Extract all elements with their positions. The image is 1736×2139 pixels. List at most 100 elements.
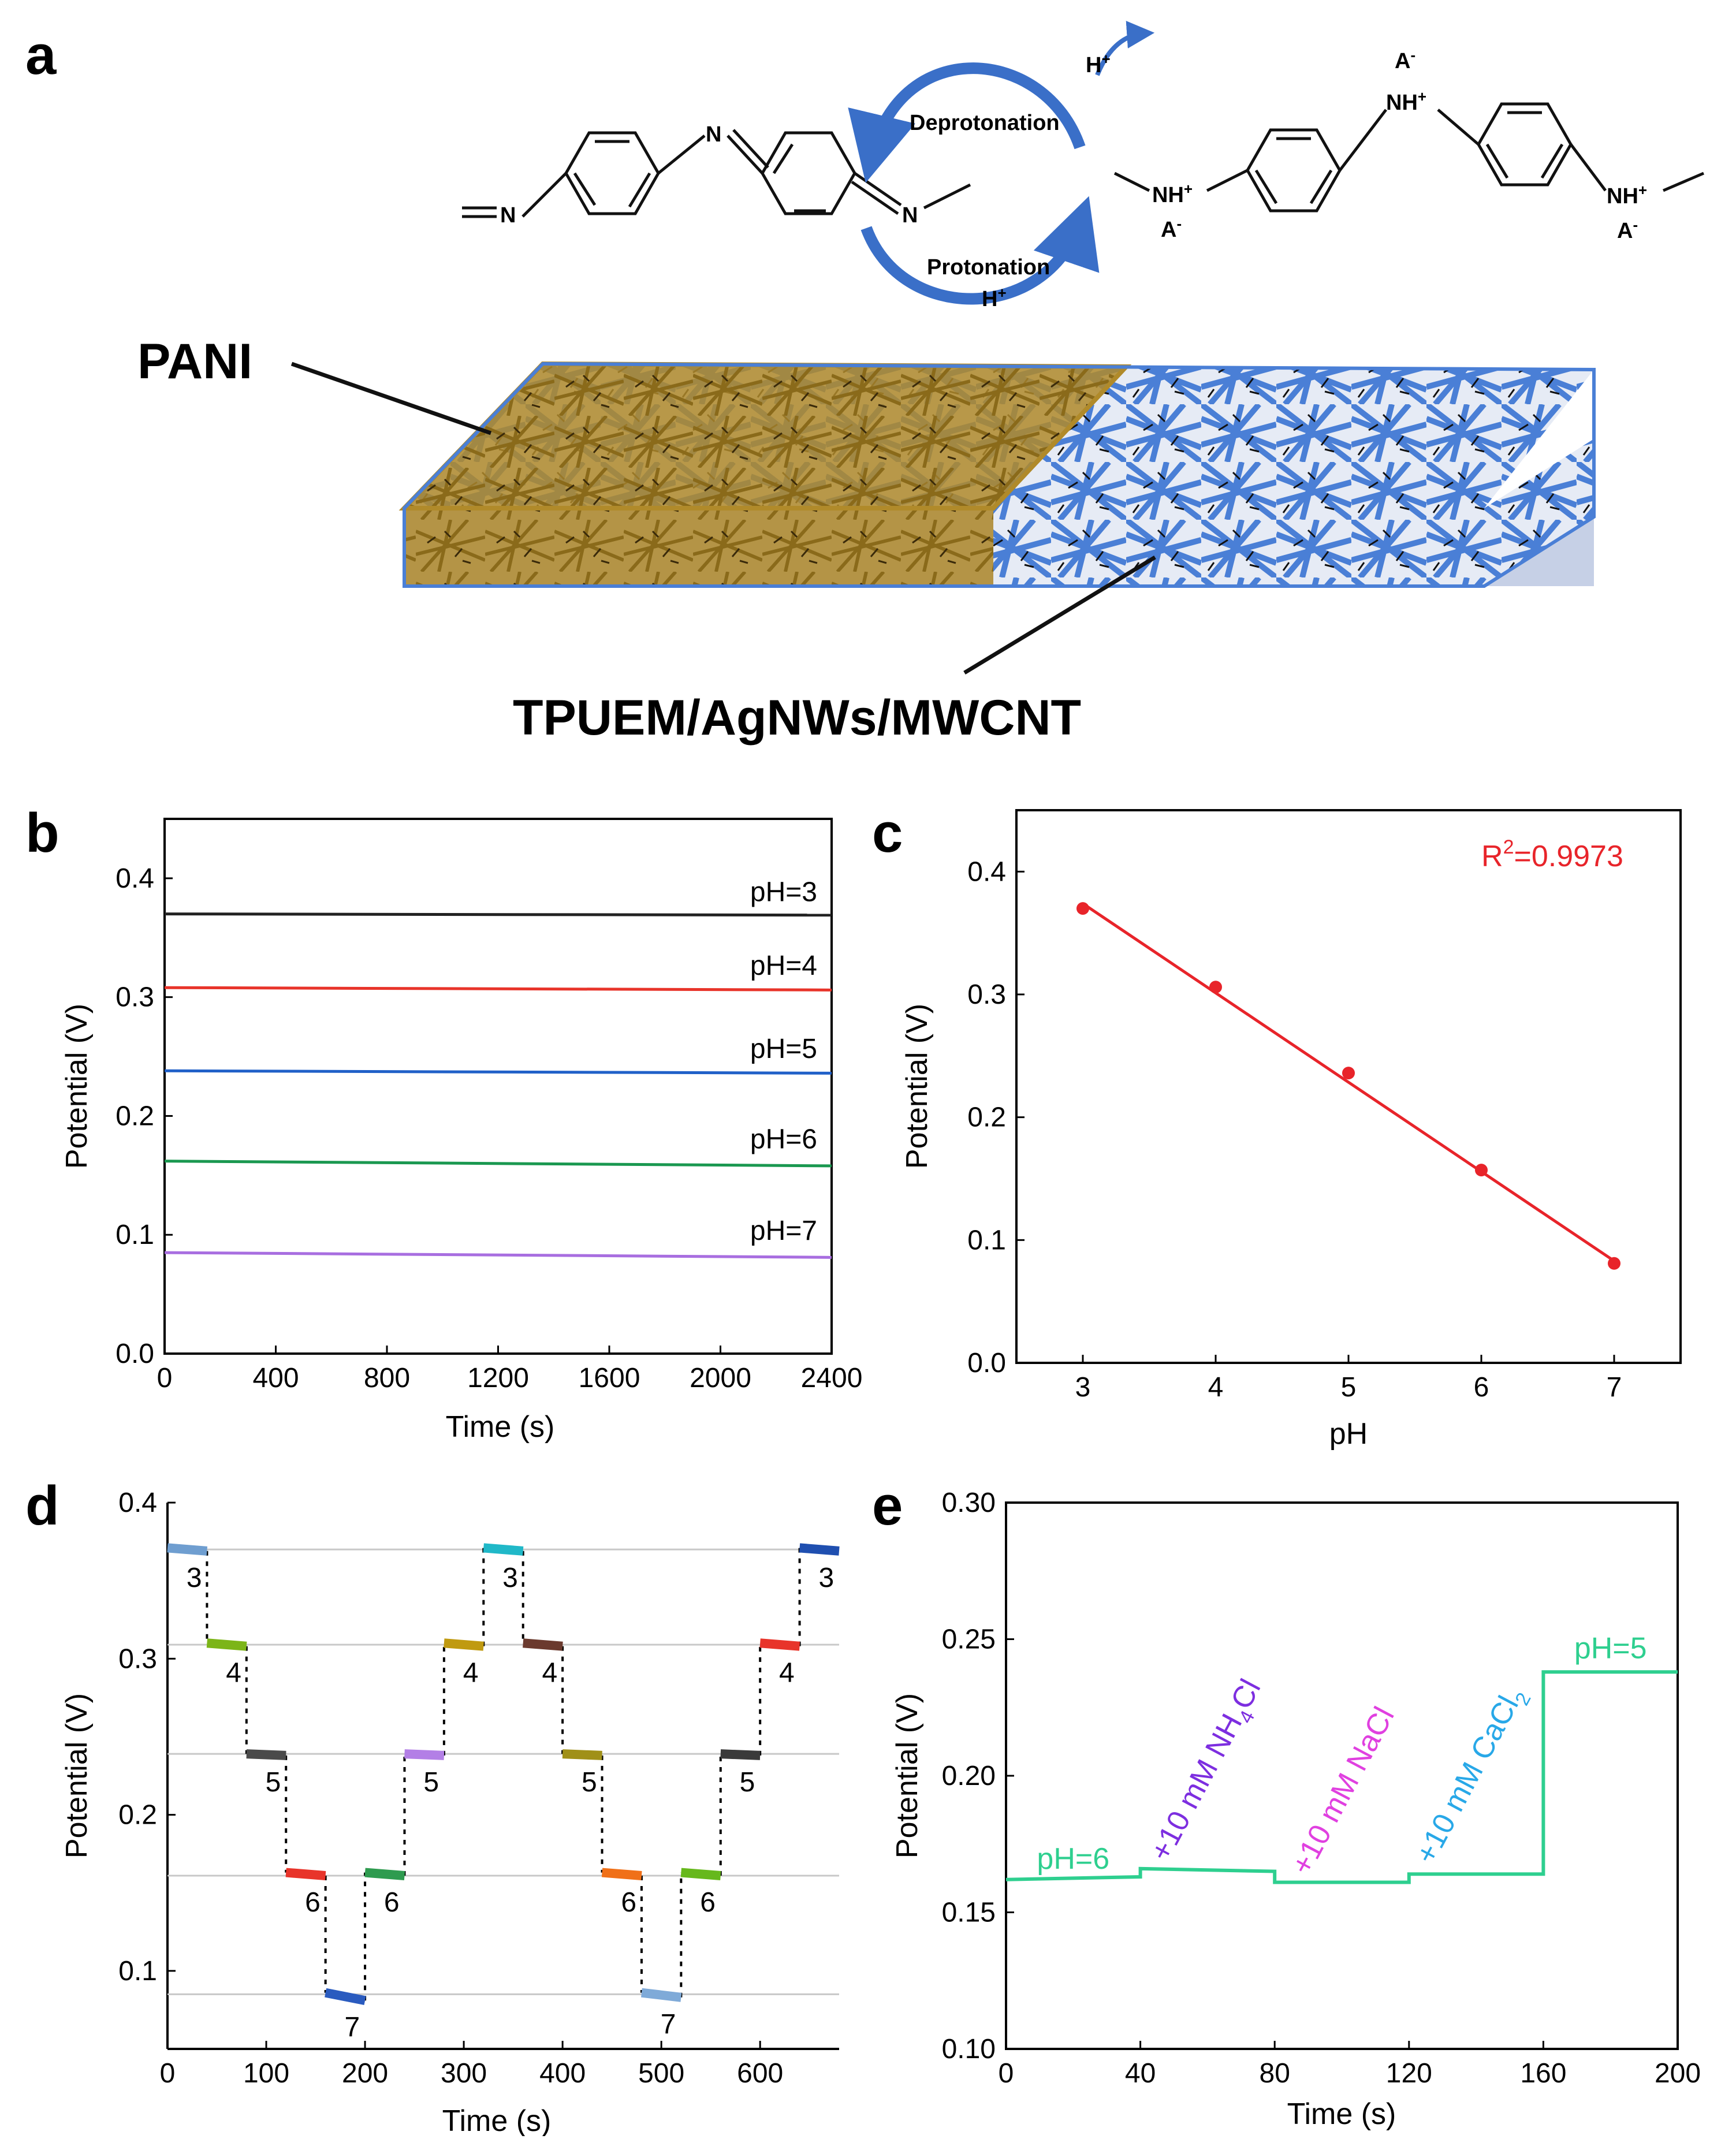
right-anion-right: A-	[1617, 216, 1638, 243]
d-segment	[167, 1543, 208, 1556]
b-y-tick-label: 0.3	[116, 982, 154, 1013]
right-anion-bridge: A-	[1395, 46, 1415, 73]
right-nh-left: NH+	[1152, 180, 1193, 207]
d-segment	[720, 1749, 761, 1760]
d-segment-label: 3	[502, 1563, 518, 1593]
d-segment-label: 6	[384, 1887, 400, 1918]
c-data-point	[1608, 1257, 1620, 1270]
b-y-tick-label: 0.1	[116, 1220, 154, 1250]
d-segment-label: 5	[266, 1767, 281, 1798]
d-segment	[246, 1749, 286, 1760]
b-y-tick-label: 0.0	[116, 1339, 154, 1369]
b-series-line	[164, 1160, 832, 1168]
added-proton: H+	[982, 284, 1007, 311]
pani-top-face	[404, 364, 1126, 508]
e-y-tick-label: 0.25	[942, 1624, 996, 1655]
b-series-line	[164, 986, 832, 992]
membrane-illustration	[398, 361, 1596, 588]
b-x-tick-label: 800	[364, 1363, 410, 1393]
segment-group-d	[167, 1543, 840, 2006]
label-group-b: pH=3 pH=4 pH=5 pH=6 pH=7	[750, 877, 817, 1246]
fit-group-c	[1082, 902, 1615, 1262]
segment-label-group-d: 3 4 5 6 7 6 5 4 3 4 5 6 7 6 5 4 3	[187, 1563, 834, 2043]
annotation-group-e: pH=6 +10 mM NH4Cl+10 mM NaCl +10 mM CaCl2 p…	[1037, 1632, 1646, 1880]
points-group-c	[1076, 902, 1620, 1270]
c-x-tick-label: 5	[1341, 1372, 1357, 1403]
proton-release-arrow	[1095, 20, 1155, 76]
plot-frame-c	[1015, 809, 1682, 1364]
r-squared-annotation: R2=0.9973	[1481, 836, 1623, 873]
e-y-tick-label: 0.30	[942, 1488, 996, 1518]
d-segment	[483, 1543, 524, 1556]
panel-b: b 0 400 800 1200 1600 2000 2400 0.0 0.1 0.2 0.3 0.4…	[25, 802, 862, 1444]
tick-group-c: 3 4 5 6 7 0.0 0.1 0.2 0.3 0.4	[967, 856, 1622, 1403]
d-segment-label: 7	[345, 2012, 360, 2043]
right-anion-left: A-	[1161, 215, 1182, 242]
e-x-tick-label: 200	[1655, 2058, 1701, 2089]
b-series-label: pH=6	[750, 1124, 817, 1155]
b-x-tick-label: 400	[252, 1363, 299, 1393]
c-data-point	[1342, 1067, 1355, 1080]
e-annotation-cacl2: +10 mM CaCl2	[1409, 1681, 1536, 1872]
c-y-tick-label: 0.4	[967, 856, 1006, 887]
b-x-tick-label: 1200	[467, 1363, 529, 1393]
e-y-tick-label: 0.20	[942, 1761, 996, 1791]
e-annotation-ph5: pH=5	[1574, 1632, 1647, 1665]
e-annotation-nh4cl: +10 mM NH4Cl	[1144, 1674, 1273, 1869]
e-x-tick-label: 0	[999, 2058, 1014, 2089]
d-segment-label: 6	[700, 1887, 716, 1918]
e-y-tick-label: 0.15	[942, 1898, 996, 1928]
d-x-tick-label: 200	[342, 2058, 388, 2089]
c-data-point	[1209, 981, 1222, 994]
base-front-face	[993, 439, 1594, 586]
tick-group-b: 0 400 800 1200 1600 2000 2400 0.0 0.1 0.2 0.3 0.4	[116, 863, 862, 1393]
x-axis-label-e: Time (s)	[1287, 2097, 1396, 2131]
d-segment	[404, 1749, 445, 1760]
e-x-tick-label: 40	[1125, 2058, 1156, 2089]
panel-letter-e: e	[872, 1475, 903, 1537]
d-segment	[206, 1638, 247, 1651]
c-x-tick-label: 4	[1208, 1372, 1224, 1403]
c-x-tick-label: 6	[1474, 1372, 1489, 1403]
membrane-outline	[403, 362, 1596, 588]
d-x-tick-label: 100	[243, 2058, 289, 2089]
c-y-tick-label: 0.3	[967, 979, 1006, 1010]
b-y-tick-label: 0.2	[116, 1101, 154, 1131]
d-x-tick-label: 600	[737, 2058, 783, 2089]
d-segment-label: 3	[818, 1563, 834, 1593]
b-series-line	[164, 912, 832, 917]
c-data-point	[1076, 902, 1089, 915]
e-x-tick-label: 120	[1386, 2058, 1432, 2089]
d-segment	[680, 1868, 721, 1880]
x-axis-label-d: Time (s)	[442, 2104, 552, 2136]
panel-letter-c: c	[872, 802, 903, 864]
pani-leader-line	[290, 362, 492, 435]
d-segment-label: 5	[423, 1767, 439, 1798]
e-x-tick-label: 80	[1260, 2058, 1290, 2089]
b-series-label: pH=4	[750, 951, 817, 981]
b-y-tick-label: 0.4	[116, 863, 154, 894]
panel-d: d 0 100 200 300 400 500 600 0.1 0.2 0.3 0.4 3 4 5 6 7 6…	[25, 1475, 840, 2138]
e-y-tick-label: 0.10	[942, 2034, 996, 2065]
d-segment	[601, 1868, 642, 1880]
e-series-line	[1005, 1670, 1678, 1884]
d-segment-label: 7	[661, 2009, 676, 2040]
d-segment-label: 4	[779, 1658, 795, 1689]
atom-n-right: N	[902, 203, 918, 228]
emeraldine-salt-structure	[1113, 102, 1704, 213]
c-data-point	[1475, 1164, 1488, 1177]
d-segment-label: 4	[226, 1658, 241, 1689]
x-axis-label-c: pH	[1329, 1417, 1368, 1451]
protonation-arrow	[860, 196, 1100, 305]
plot-frame-b	[163, 818, 833, 1355]
right-nh-right: NH+	[1607, 181, 1647, 208]
d-segment-label: 4	[542, 1658, 558, 1689]
tick-group-e: 0 40 80 120 160 200 0.10 0.15 0.20 0.25 0.30	[942, 1488, 1701, 2089]
panel-letter-b: b	[25, 802, 59, 864]
y-axis-label-b: Potential (V)	[60, 1004, 94, 1169]
d-segment-label: 6	[305, 1887, 321, 1918]
d-y-tick-label: 0.3	[118, 1644, 157, 1674]
atom-n-left: N	[500, 203, 516, 228]
